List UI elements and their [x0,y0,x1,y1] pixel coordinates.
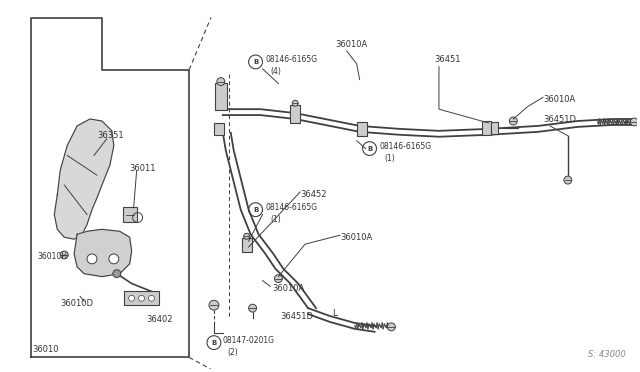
Circle shape [87,254,97,264]
Circle shape [509,117,517,125]
Text: 36010: 36010 [33,345,59,354]
Text: (1): (1) [271,215,281,224]
Circle shape [109,254,119,264]
Text: └: └ [330,311,337,321]
Text: 36010A: 36010A [273,284,305,293]
Circle shape [217,78,225,86]
Circle shape [244,233,250,239]
Circle shape [275,275,282,283]
Circle shape [139,295,145,301]
FancyBboxPatch shape [242,238,252,252]
Text: 08147-0201G: 08147-0201G [223,336,275,345]
FancyBboxPatch shape [123,207,136,222]
Text: (2): (2) [228,348,239,357]
FancyBboxPatch shape [214,123,224,135]
Text: S: 43000: S: 43000 [588,350,625,359]
Circle shape [209,300,219,310]
Circle shape [129,295,134,301]
Text: 36451D: 36451D [543,115,576,124]
FancyBboxPatch shape [291,105,300,123]
Circle shape [60,251,68,259]
Text: 36402: 36402 [147,315,173,324]
Text: B: B [367,145,372,151]
Circle shape [387,323,396,331]
FancyBboxPatch shape [124,291,159,305]
Text: 08146-6165G: 08146-6165G [266,55,317,64]
Circle shape [292,100,298,106]
Text: (4): (4) [271,67,282,76]
Circle shape [148,295,154,301]
Text: B: B [211,340,216,346]
Text: B: B [253,59,258,65]
Text: 36451D: 36451D [280,311,314,321]
Text: 36010A: 36010A [335,40,367,49]
Circle shape [630,118,638,126]
Polygon shape [74,230,132,277]
Text: B: B [253,206,258,213]
Text: 36010A: 36010A [340,233,372,242]
Text: 08146-6165G: 08146-6165G [380,142,431,151]
Text: 36011: 36011 [130,164,156,173]
Text: 08146-6165G: 08146-6165G [266,203,317,212]
FancyBboxPatch shape [481,121,492,135]
Text: 36010H: 36010H [38,253,67,262]
Text: 36451: 36451 [434,55,461,64]
FancyBboxPatch shape [215,83,227,110]
Polygon shape [54,119,114,239]
Circle shape [564,176,572,184]
Text: 36452: 36452 [300,190,326,199]
Text: 36010A: 36010A [543,95,575,104]
Circle shape [248,304,257,312]
Text: 36351: 36351 [97,131,124,140]
FancyBboxPatch shape [490,122,499,134]
Text: 36010D: 36010D [60,299,93,308]
Circle shape [113,270,121,278]
Text: (1): (1) [385,154,395,163]
FancyBboxPatch shape [356,122,367,136]
